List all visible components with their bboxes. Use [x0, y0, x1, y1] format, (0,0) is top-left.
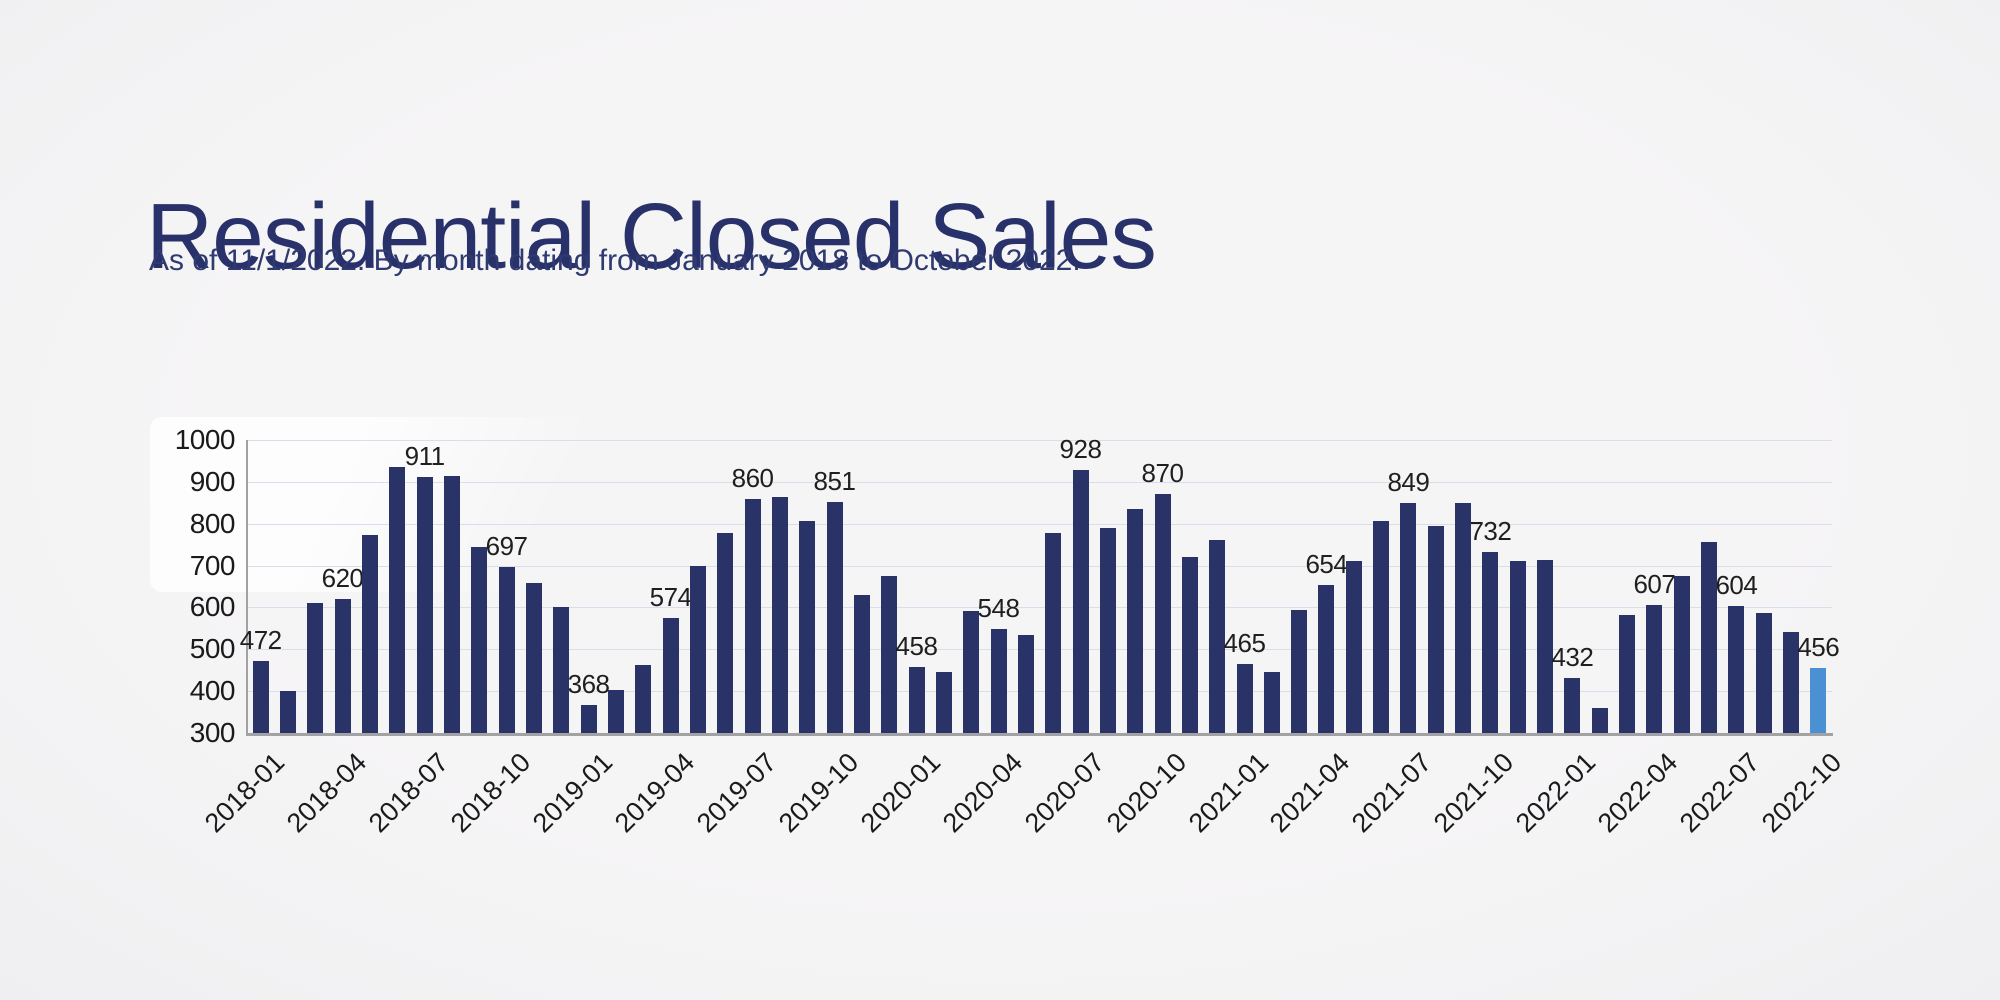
bar — [580, 704, 597, 733]
bar — [1646, 604, 1663, 733]
bar — [1591, 707, 1608, 733]
bar — [990, 629, 1007, 733]
x-axis-line — [246, 733, 1833, 736]
bar-value-label: 368 — [567, 668, 610, 699]
bar — [1427, 526, 1444, 733]
y-axis-tick-label: 700 — [189, 549, 236, 581]
bar — [1072, 470, 1089, 733]
bar-value-label: 928 — [1059, 434, 1102, 465]
bar — [635, 665, 652, 733]
page-title: Residential Closed Sales — [146, 184, 1157, 289]
bar — [1400, 503, 1417, 733]
gridline — [247, 440, 1832, 441]
y-axis-tick-label: 400 — [189, 675, 236, 707]
bar — [799, 521, 816, 733]
bar — [1181, 557, 1198, 733]
bar — [1701, 541, 1717, 733]
bar — [1017, 635, 1034, 733]
bar — [1509, 560, 1526, 733]
bar — [1291, 609, 1308, 733]
y-axis-tick-label: 600 — [189, 591, 236, 623]
bar-value-label: 654 — [1305, 548, 1348, 579]
y-axis-tick-label: 1000 — [174, 424, 236, 455]
bar — [1482, 552, 1499, 733]
bar — [1127, 509, 1144, 733]
bar-value-label: 849 — [1387, 467, 1430, 498]
bar — [881, 575, 898, 733]
bar — [1318, 584, 1335, 733]
bar — [717, 532, 734, 733]
bar-value-label: 548 — [977, 593, 1020, 624]
bar — [1154, 494, 1171, 733]
page-subtitle: As of 11/1/2022. By month dating from Ja… — [149, 244, 1081, 277]
bar — [1455, 502, 1472, 733]
bar — [963, 610, 980, 733]
gridline — [247, 565, 1832, 567]
gridline — [247, 481, 1832, 483]
bar — [1373, 521, 1390, 733]
gridline — [247, 691, 1832, 693]
bar — [607, 689, 624, 733]
bar — [334, 599, 351, 733]
bar — [1673, 575, 1690, 733]
bar-value-label: 465 — [1223, 627, 1266, 658]
bar — [1345, 560, 1362, 733]
bar — [935, 671, 952, 733]
bar — [826, 502, 843, 733]
y-axis-tick-label: 800 — [189, 507, 236, 539]
bar-value-label: 620 — [321, 563, 364, 594]
bar — [1209, 540, 1226, 733]
y-axis-tick-label: 900 — [189, 465, 236, 497]
bar — [471, 546, 488, 733]
bar — [853, 594, 870, 733]
bar-highlighted — [1810, 667, 1827, 733]
bar — [280, 691, 296, 733]
y-axis-tick-label: 500 — [189, 633, 236, 665]
bar — [1236, 663, 1253, 733]
bar-value-label: 697 — [485, 530, 528, 561]
bar-value-label: 732 — [1469, 516, 1512, 547]
bar — [389, 467, 406, 733]
bar-value-label: 851 — [813, 466, 856, 497]
bar — [662, 618, 679, 733]
gridline — [247, 607, 1832, 609]
gridline — [247, 523, 1832, 525]
bar — [689, 566, 706, 733]
bar — [1728, 605, 1745, 733]
bar — [362, 534, 378, 733]
bar — [252, 661, 269, 733]
bar-value-label: 456 — [1797, 631, 1840, 662]
bar — [307, 603, 324, 733]
bar — [1263, 671, 1280, 733]
bar-value-label: 458 — [895, 630, 938, 661]
bar — [744, 498, 761, 733]
bar — [1783, 631, 1799, 733]
bar — [908, 666, 925, 733]
bar — [416, 477, 433, 733]
bar — [1755, 612, 1772, 733]
bar — [498, 566, 515, 733]
bar — [771, 496, 788, 733]
bar-value-label: 870 — [1141, 458, 1184, 489]
bar-value-label: 574 — [649, 582, 692, 613]
y-axis-line — [246, 440, 248, 733]
bar — [1564, 677, 1581, 733]
y-axis-tick-label: 300 — [189, 717, 236, 748]
bar — [1619, 615, 1635, 733]
bar-value-label: 604 — [1715, 569, 1758, 600]
bar-value-label: 472 — [239, 625, 282, 655]
bar — [525, 582, 542, 733]
bar — [1537, 560, 1554, 733]
bar-value-label: 860 — [731, 462, 774, 493]
bar-value-label: 607 — [1633, 568, 1676, 599]
bar — [1045, 532, 1062, 733]
gridline — [247, 649, 1832, 651]
bar-value-label: 911 — [404, 441, 445, 472]
bar-value-label: 432 — [1551, 641, 1594, 672]
bar — [444, 476, 460, 733]
bar — [1099, 527, 1116, 733]
bar — [553, 607, 570, 733]
